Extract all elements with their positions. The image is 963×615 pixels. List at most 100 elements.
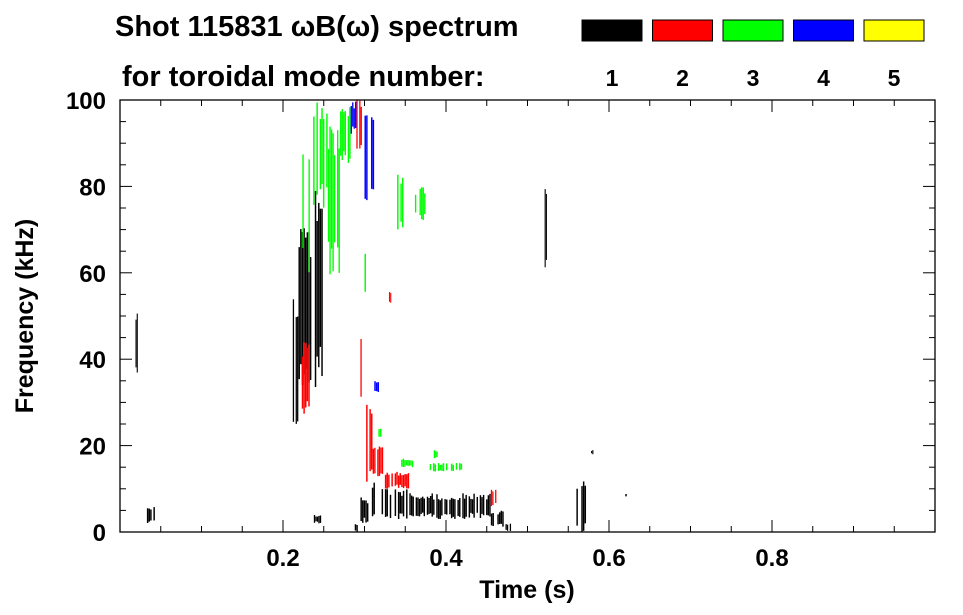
spectrum-cell [364, 115, 366, 199]
spectrum-cell [319, 119, 322, 190]
spectrum-cell [462, 493, 464, 519]
spectrum-cell [308, 344, 310, 407]
mode-1-region [591, 450, 594, 455]
spectrum-cell [329, 126, 331, 275]
spectrum-cell [576, 488, 578, 526]
spectrum-cell [489, 493, 491, 517]
mode-1-region [298, 228, 312, 408]
spectrum-cell [470, 498, 472, 513]
spectrum-cell [406, 474, 408, 489]
spectrum-cell [490, 513, 493, 526]
spectrum-cell [136, 313, 138, 373]
spectrum-cell [332, 133, 334, 272]
mode-1-region [576, 481, 587, 532]
spectrum-cell [301, 356, 304, 409]
spectrum-cell [502, 511, 504, 527]
spectrum-cell [316, 102, 318, 195]
spectrum-cell [391, 473, 393, 487]
spectrum-cell [433, 499, 435, 515]
spectrum-cell [442, 463, 445, 472]
spectrum-cell [349, 107, 351, 159]
spectrum-cell [309, 257, 312, 381]
spectrum-cell [404, 459, 406, 467]
spectrum-cell [360, 339, 362, 397]
spectrum-cell [366, 115, 368, 201]
mode-2-region [490, 489, 497, 507]
spectrum-cell [306, 232, 309, 370]
spectrum-cell [460, 463, 463, 470]
mode-3-region [414, 187, 426, 220]
spectrum-cell [437, 463, 440, 471]
spectrum-cell [365, 500, 367, 523]
mode-3-region [327, 126, 340, 275]
spectrum-cell [340, 111, 342, 156]
legend-swatch-mode-3 [722, 19, 784, 42]
mode-1-region [505, 523, 512, 531]
spectrum-cell [444, 499, 446, 515]
spectrum-cell [428, 497, 430, 514]
spectrum-cell [386, 489, 388, 517]
spectrum-cell [423, 498, 426, 517]
spectrum-cell [481, 497, 483, 514]
mode-2-region [388, 292, 392, 303]
spectrum-cell [465, 494, 467, 517]
spectrum-cell [316, 220, 318, 357]
mode-3-region [313, 102, 328, 208]
spectrum-cell [433, 450, 435, 459]
legend-label-mode-2: 2 [676, 65, 689, 91]
spectrum-cell [505, 524, 507, 530]
spectrum-cell [545, 193, 547, 260]
y-tick-label: 20 [79, 434, 106, 461]
spectrum-cell [389, 494, 392, 519]
spectrum-cell [437, 499, 440, 519]
mode-1-region [146, 507, 155, 524]
spectrum-cell [439, 500, 441, 519]
spectrum-cell [409, 493, 411, 516]
x-tick-label: 0.6 [592, 545, 625, 572]
spectrum-cell [363, 500, 366, 518]
axis-ticks: 0.2 0.4 0.6 0.8 0 20 40 60 80 100 [66, 88, 935, 572]
spectrum-cell [441, 464, 443, 471]
spectrum-cell [582, 481, 585, 531]
mode-3-region [364, 253, 366, 292]
mode-3-region [302, 154, 310, 273]
spectrum-cell [455, 463, 458, 470]
mode-1-region [490, 510, 504, 527]
spectrum-cell [406, 489, 408, 519]
spectrum-cell [482, 494, 485, 516]
legend: 1 2 3 4 5 [581, 19, 925, 91]
y-tick-label: 100 [66, 88, 106, 115]
spectrum-cell [360, 497, 362, 522]
spectrum-cell [397, 491, 400, 519]
spectrum-cell [371, 117, 373, 189]
spectrum-cell [316, 516, 319, 522]
spectrum-cell [314, 190, 317, 388]
spectrum-cell [319, 208, 322, 347]
mode-4-region [374, 381, 380, 392]
mode-3-region [378, 428, 382, 437]
spectrum-cell [360, 106, 362, 145]
mode-2-region [372, 446, 384, 477]
mode-1-region [409, 493, 438, 518]
spectrum-cell [380, 447, 382, 474]
spectrum-cell [497, 514, 499, 525]
spectrum-cell [397, 174, 399, 230]
spectrum-cell [321, 208, 323, 377]
mode-2-region [301, 342, 310, 414]
x-tick-label: 0.2 [266, 545, 299, 572]
x-tick-label: 0.8 [755, 545, 788, 572]
spectrum-cell [354, 524, 357, 531]
spectrum-cell [446, 463, 448, 471]
spectrum-cell [402, 458, 405, 467]
legend-swatch-mode-2 [652, 19, 713, 42]
mode-1-region [384, 489, 408, 519]
spectrum-cell [411, 460, 414, 468]
spectrum-cell [487, 495, 490, 516]
legend-label-mode-5: 5 [888, 65, 901, 91]
spectrum-cell [372, 448, 375, 474]
mode-3-region [401, 458, 414, 468]
spectrum-cell [321, 108, 323, 185]
spectrum-data [135, 100, 627, 532]
spectrum-cell [421, 187, 423, 220]
spectrum-cell [402, 490, 405, 517]
